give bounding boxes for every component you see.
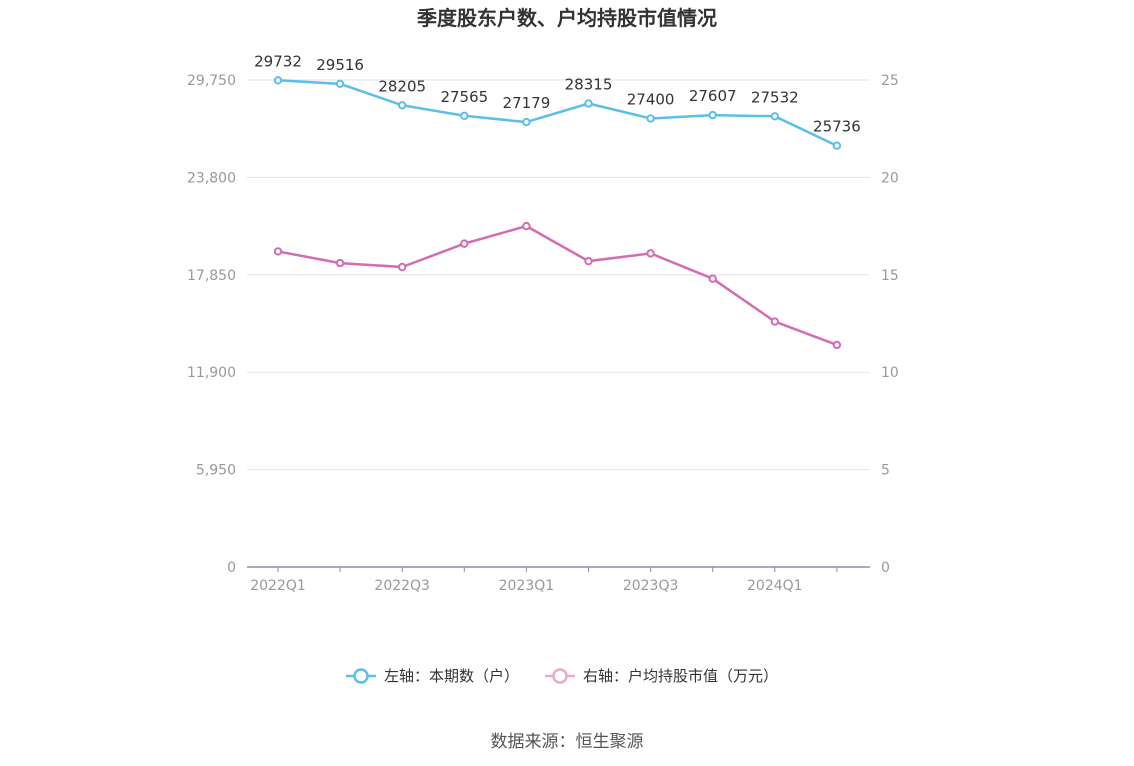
y-left-tick-label: 0 — [227, 560, 236, 576]
data-point — [273, 76, 283, 85]
data-point — [646, 114, 655, 123]
data-point — [398, 262, 407, 272]
data-point — [522, 221, 531, 231]
x-tick-label: 2022Q3 — [374, 578, 430, 594]
y-left-tick-label: 23,800 — [187, 170, 236, 186]
y-right-tick-label: 20 — [881, 170, 899, 186]
y-right-tick-label: 5 — [881, 463, 890, 479]
x-tick-label: 2023Q3 — [623, 578, 679, 594]
y-left-tick-label: 11,900 — [187, 365, 236, 381]
y-right-tick-label: 25 — [881, 73, 899, 89]
x-axis: 2022Q1 2022Q3 2023Q1 2023Q3 2024Q1 — [247, 566, 870, 594]
series-line-1 — [277, 79, 838, 147]
legend-marker-icon — [552, 668, 568, 684]
data-source: 数据来源：恒生聚源 — [491, 732, 644, 752]
data-point — [708, 110, 717, 120]
data-point — [460, 111, 469, 120]
legend-label: 右轴：户均持股市值（万元） — [583, 667, 778, 685]
data-label: 27179 — [503, 94, 551, 112]
data-point — [522, 117, 531, 127]
x-tick-label: 2023Q1 — [499, 578, 555, 594]
data-point — [646, 249, 655, 258]
legend[interactable]: 左轴：本期数（户） 右轴：户均持股市值（万元） — [346, 667, 778, 685]
series-line-2 — [277, 224, 838, 347]
grid-lines — [247, 79, 870, 471]
data-point — [584, 99, 593, 108]
data-label: 25736 — [813, 118, 861, 136]
data-point — [770, 112, 779, 121]
data-point — [832, 141, 842, 150]
y-axis-left: 0 5,950 11,900 17,850 23,800 29,750 — [187, 73, 236, 576]
data-point — [770, 317, 779, 326]
data-label: 28205 — [378, 77, 426, 95]
data-label: 27565 — [440, 88, 488, 106]
data-point — [708, 274, 717, 283]
y-right-tick-label: 0 — [881, 560, 890, 576]
data-point — [460, 239, 469, 248]
y-left-tick-label: 5,950 — [196, 463, 236, 479]
data-point — [832, 340, 842, 350]
data-label: 29516 — [316, 56, 364, 74]
chart-title: 季度股东户数、户均持股市值情况 — [416, 6, 717, 30]
data-label: 28315 — [565, 75, 613, 93]
legend-marker-icon — [353, 668, 369, 684]
data-label: 27400 — [627, 90, 675, 108]
y-left-tick-label: 17,850 — [187, 268, 236, 284]
y-axis-right: 0 5 10 15 20 25 — [881, 73, 899, 576]
data-point — [584, 256, 593, 266]
series-layer: 29732 29516 28205 27565 27179 28315 27400 27607… — [254, 52, 861, 350]
y-left-tick-label: 29,750 — [187, 73, 236, 89]
data-point — [335, 258, 345, 268]
data-label: 27607 — [689, 87, 737, 105]
y-right-tick-label: 10 — [881, 365, 899, 381]
x-tick-label: 2024Q1 — [747, 578, 803, 594]
data-point — [273, 247, 283, 256]
data-point — [335, 79, 345, 89]
y-right-tick-label: 15 — [881, 268, 899, 284]
data-label: 29732 — [254, 52, 302, 70]
data-label: 27532 — [751, 88, 799, 106]
data-point — [398, 101, 407, 110]
legend-label: 左轴：本期数（户） — [384, 667, 519, 685]
x-tick-label: 2022Q1 — [250, 578, 306, 594]
